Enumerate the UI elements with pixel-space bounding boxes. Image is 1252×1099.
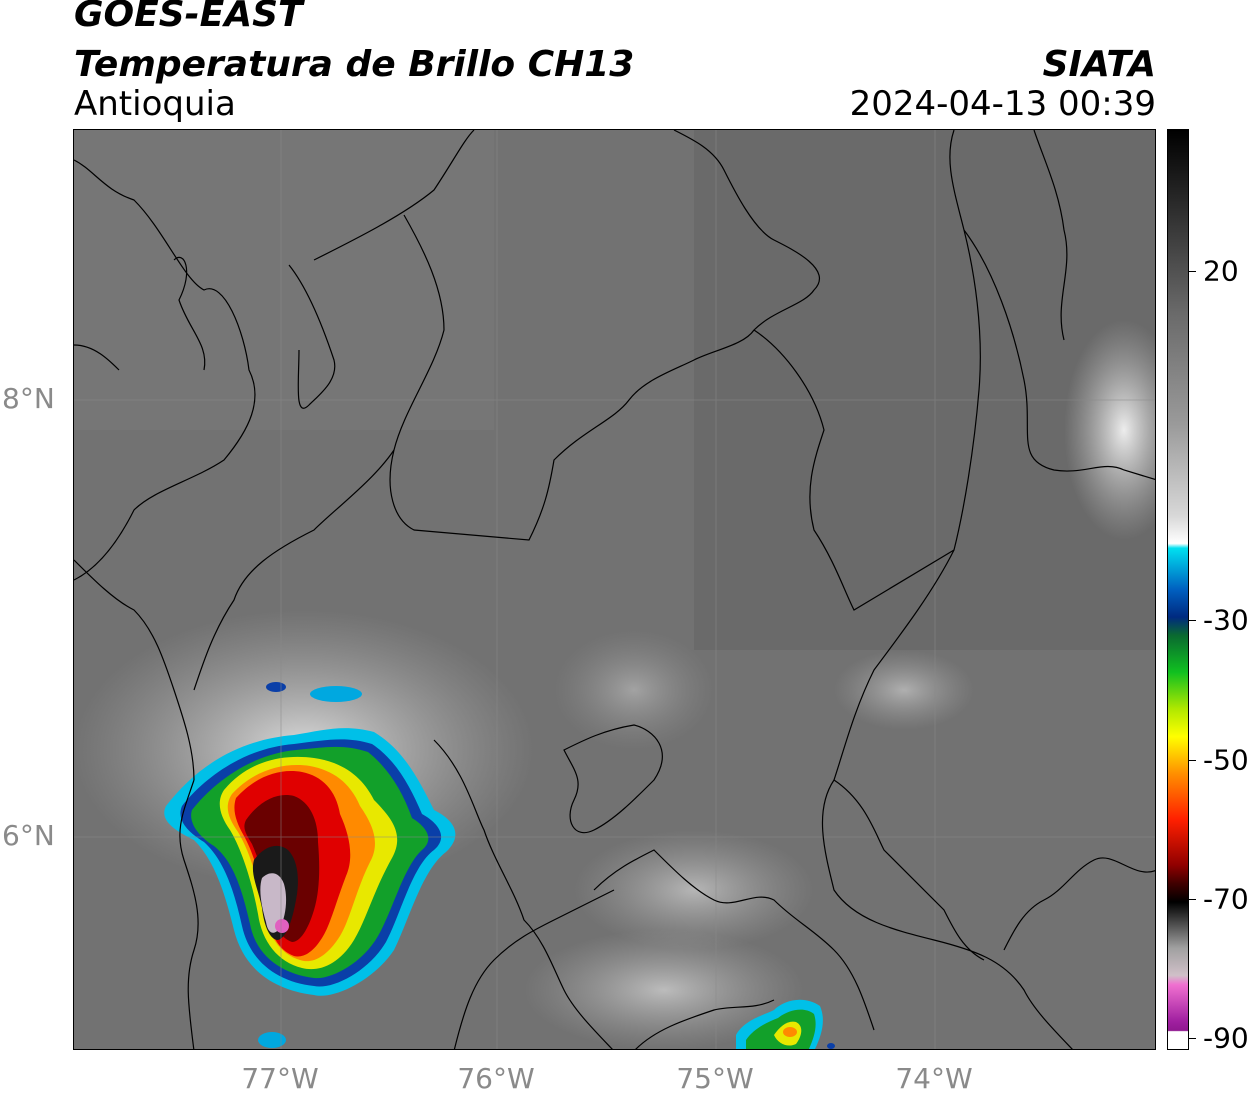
colorbar-tick-m30 — [1189, 620, 1196, 621]
lon-label-75w: 75°W — [676, 1062, 754, 1095]
map-canvas — [74, 130, 1155, 1049]
storm-patch-1 — [310, 686, 362, 702]
storm-cell-west — [164, 728, 456, 996]
colorbar-tick-m50 — [1189, 760, 1196, 761]
colorbar-label-m50: -50 — [1203, 743, 1249, 777]
cloud-east — [1064, 320, 1155, 540]
colorbar-label-m90: -90 — [1203, 1021, 1249, 1055]
satellite-title: GOES-EAST — [74, 0, 303, 35]
product-title: Temperatura de Brillo CH13 — [74, 44, 635, 85]
cloud-se — [834, 650, 974, 730]
lat-label-8n: 8°N — [2, 382, 55, 415]
agency-label: SIATA — [1042, 44, 1156, 85]
colorbar-tick-m70 — [1189, 899, 1196, 900]
colorbar-label-m70: -70 — [1203, 882, 1249, 916]
lon-label-77w: 77°W — [241, 1062, 319, 1095]
colorbar-label-m30: -30 — [1203, 603, 1249, 637]
colorbar-gradient — [1168, 130, 1188, 1049]
storm-patch-3 — [258, 1032, 286, 1048]
lon-label-74w: 74°W — [895, 1062, 973, 1095]
lon-label-76w: 76°W — [457, 1062, 535, 1095]
shade-nw — [74, 130, 494, 430]
timestamp-label: 2024-04-13 00:39 — [849, 84, 1156, 124]
colorbar — [1167, 129, 1189, 1050]
borders — [74, 130, 1155, 1049]
colorbar-label-20: 20 — [1203, 254, 1239, 288]
storm-cell-southeast — [736, 999, 835, 1049]
lat-label-6n: 6°N — [2, 819, 55, 852]
cloud-south-2 — [524, 930, 804, 1049]
colorbar-tick-20 — [1189, 271, 1196, 272]
storm-patch-2 — [266, 682, 286, 692]
region-label: Antioquia — [74, 84, 236, 124]
satellite-map — [73, 129, 1156, 1050]
colorbar-tick-m90 — [1189, 1038, 1196, 1039]
cloud-central — [554, 630, 714, 750]
